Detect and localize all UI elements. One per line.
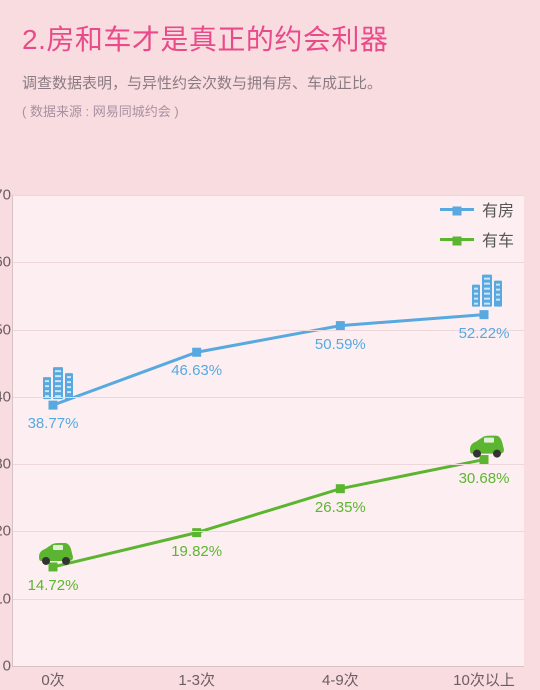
x-tick-label: 4-9次 — [322, 669, 359, 690]
x-tick-label: 1-3次 — [178, 669, 215, 690]
data-marker — [49, 562, 58, 571]
page-title: 2.房和车才是真正的约会利器 — [22, 18, 518, 58]
value-label: 19.82% — [171, 543, 222, 560]
series-line — [53, 460, 484, 567]
x-tick-label: 0次 — [41, 669, 64, 690]
data-marker — [192, 528, 201, 537]
data-marker — [192, 348, 201, 357]
y-tick-label: 30 — [0, 456, 11, 473]
value-label: 30.68% — [459, 470, 510, 487]
data-marker — [336, 484, 345, 493]
data-marker — [480, 455, 489, 464]
building-icon — [43, 367, 73, 399]
value-label: 38.77% — [28, 415, 79, 432]
value-label: 14.72% — [28, 577, 79, 594]
y-tick-label: 70 — [0, 187, 11, 204]
y-tick-label: 0 — [0, 658, 11, 675]
y-tick-label: 50 — [0, 321, 11, 338]
y-tick-label: 20 — [0, 523, 11, 540]
y-tick-label: 10 — [0, 590, 11, 607]
y-tick-label: 40 — [0, 388, 11, 405]
car-icon — [39, 543, 73, 565]
value-label: 26.35% — [315, 499, 366, 516]
y-tick-label: 60 — [0, 254, 11, 271]
value-label: 50.59% — [315, 336, 366, 353]
data-marker — [480, 310, 489, 319]
source-text: ( 数据来源 : 网易同城约会 ) — [22, 101, 518, 120]
chart-svg — [13, 195, 524, 666]
subtitle-text: 调查数据表明，与异性约会次数与拥有房、车成正比。 — [22, 72, 518, 93]
data-marker — [49, 401, 58, 410]
x-tick-label: 10次以上 — [453, 669, 515, 690]
infographic-page: 2.房和车才是真正的约会利器 调查数据表明，与异性约会次数与拥有房、车成正比。 … — [0, 0, 540, 677]
building-icon — [472, 275, 502, 307]
value-label: 46.63% — [171, 362, 222, 379]
car-icon — [470, 436, 504, 458]
line-chart: 有房 有车 0102030405060700次1-3次4-9次10次以上38.7… — [12, 195, 524, 667]
value-label: 52.22% — [459, 325, 510, 342]
series-line — [53, 315, 484, 405]
